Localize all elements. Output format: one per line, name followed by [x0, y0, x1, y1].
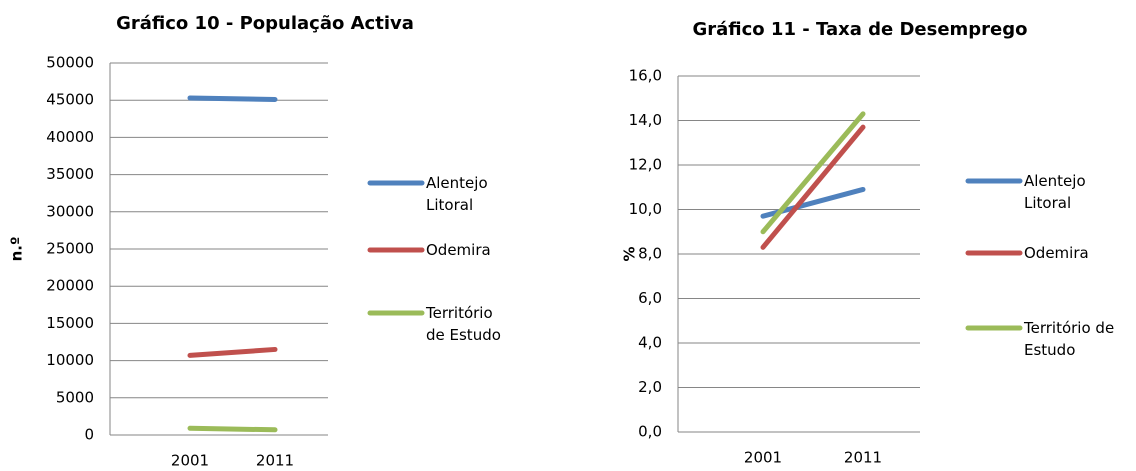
legend-label: Território de Estudo: [425, 304, 501, 344]
legend-label: Alentejo Litoral: [426, 174, 488, 214]
x-tick-label: 2001: [744, 449, 782, 467]
y-tick-label: 16,0: [629, 67, 662, 85]
y-tick-label: 0: [84, 426, 94, 444]
y-tick-label: 4,0: [638, 334, 662, 352]
y-tick-label: 25000: [46, 240, 94, 258]
y-tick-label: 6,0: [638, 289, 662, 307]
x-tick-label: 2011: [844, 449, 882, 467]
legend-label: Odemira: [426, 241, 491, 259]
line-series: [760, 124, 866, 250]
y-tick-label: 2,0: [638, 378, 662, 396]
y-tick-label: 45000: [46, 91, 94, 109]
y-tick-label: 30000: [46, 202, 94, 220]
y-tick-label: 50000: [46, 54, 94, 72]
legend-label: Território de Estudo: [1023, 319, 1114, 359]
y-axis-label: %: [621, 246, 639, 261]
chart-title: Gráfico 11 - Taxa de Desemprego: [692, 19, 1027, 40]
chart-title: Gráfico 10 - População Activa: [116, 13, 414, 34]
x-tick-label: 2001: [171, 452, 209, 470]
y-axis-label: n.º: [8, 237, 26, 262]
x-tick-label: 2011: [256, 452, 294, 470]
y-tick-label: 20000: [46, 277, 94, 295]
y-tick-label: 40000: [46, 128, 94, 146]
line-series: [187, 95, 278, 102]
y-tick-label: 12,0: [629, 156, 662, 174]
line-series: [187, 346, 278, 358]
line-series: [187, 425, 278, 433]
line-series: [760, 111, 866, 235]
y-tick-label: 15000: [46, 314, 94, 332]
y-tick-label: 35000: [46, 165, 94, 183]
y-tick-label: 10000: [46, 351, 94, 369]
y-tick-label: 10,0: [629, 200, 662, 218]
y-tick-label: 0,0: [638, 423, 662, 441]
y-tick-label: 8,0: [638, 245, 662, 263]
legend-label: Odemira: [1024, 244, 1089, 262]
legend-label: Alentejo Litoral: [1024, 172, 1086, 212]
y-tick-label: 14,0: [629, 111, 662, 129]
y-tick-label: 5000: [56, 388, 94, 406]
